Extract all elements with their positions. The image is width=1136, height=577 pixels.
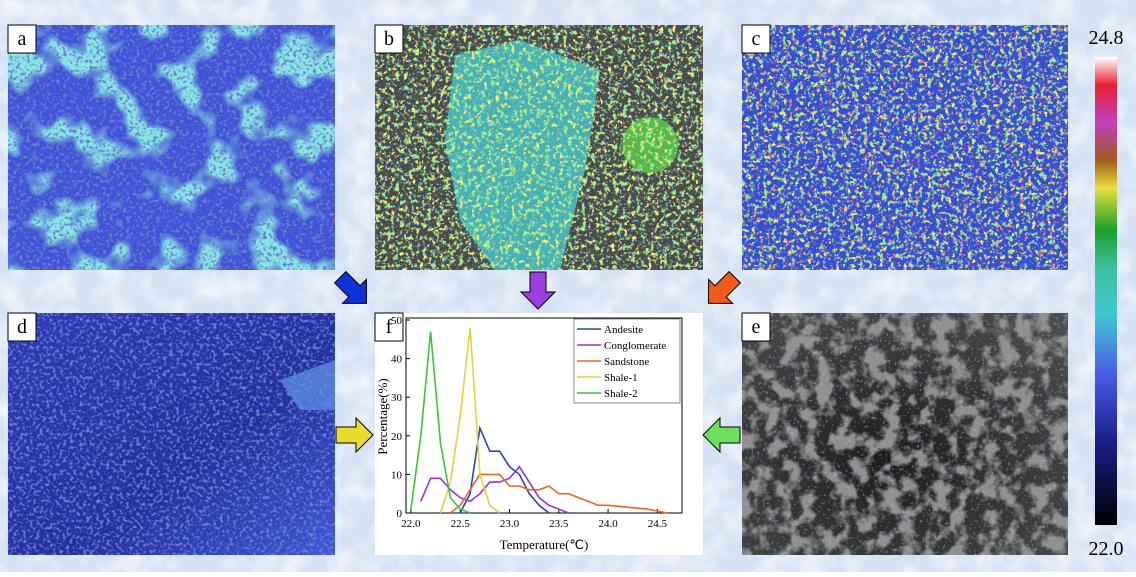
arrow [333, 270, 367, 304]
series-line [459, 425, 550, 514]
colorbar-tick-label: 22.0 [1089, 538, 1124, 560]
panel-e-image [742, 313, 1068, 555]
panel-label: d [17, 316, 27, 338]
arrow [519, 271, 557, 310]
panel-c-image [742, 25, 1068, 270]
legend-label: Shale-1 [604, 372, 638, 384]
y-tick-label: 0 [397, 508, 403, 520]
x-tick-label: 23.5 [549, 518, 569, 530]
panel-label-box [7, 312, 37, 342]
panel-b-image [375, 25, 703, 270]
panel-label-box [374, 24, 404, 54]
panel-label: e [752, 316, 761, 338]
arrow [708, 270, 742, 304]
series-line [410, 331, 471, 514]
y-axis-label: Percentage(%) [375, 378, 390, 455]
x-tick-label: 22.5 [451, 518, 471, 530]
panel-label-box [741, 312, 771, 342]
y-tick-label: 50 [391, 315, 403, 327]
x-tick-label: 23.0 [500, 518, 520, 530]
series-line [420, 465, 569, 514]
arrows [333, 270, 742, 454]
y-tick-label: 40 [391, 354, 403, 366]
panel-label-box [741, 24, 771, 54]
legend-label: Shale-2 [604, 388, 638, 400]
x-tick-label: 24.5 [648, 518, 668, 530]
y-tick-label: 20 [391, 431, 403, 443]
plot-frame [405, 317, 683, 514]
y-tick-label: 10 [391, 469, 403, 481]
panel-d-image [8, 313, 335, 555]
panel-label: a [18, 28, 27, 50]
y-tick-label: 30 [391, 392, 403, 404]
legend-label: Sandstone [604, 356, 649, 368]
panel-a-image [8, 25, 335, 270]
panel-label-box [7, 24, 37, 54]
x-tick-label: 22.0 [401, 518, 421, 530]
x-tick-label: 24.0 [598, 518, 618, 530]
arrow [335, 416, 374, 454]
panel-label-box [374, 312, 404, 342]
line-chart: 0 10 20 30 40 50 22.0 22.5 23.0 23.5 24.0 24.5 Tempe… [375, 315, 683, 552]
panel-label: c [752, 28, 761, 50]
x-axis-label: Temperature(℃) [500, 537, 589, 552]
series-line [439, 327, 501, 514]
legend-label: Andesite [604, 324, 643, 336]
panel-label: f [386, 316, 393, 338]
panel-labels: a b c d e f [7, 24, 771, 342]
panel-label: b [384, 28, 394, 50]
series-line [449, 473, 668, 514]
colorbar-tick-label: 24.8 [1089, 27, 1124, 49]
arrow [702, 416, 741, 454]
legend-label: Conglomerate [604, 340, 666, 352]
colorbar [1095, 57, 1117, 525]
